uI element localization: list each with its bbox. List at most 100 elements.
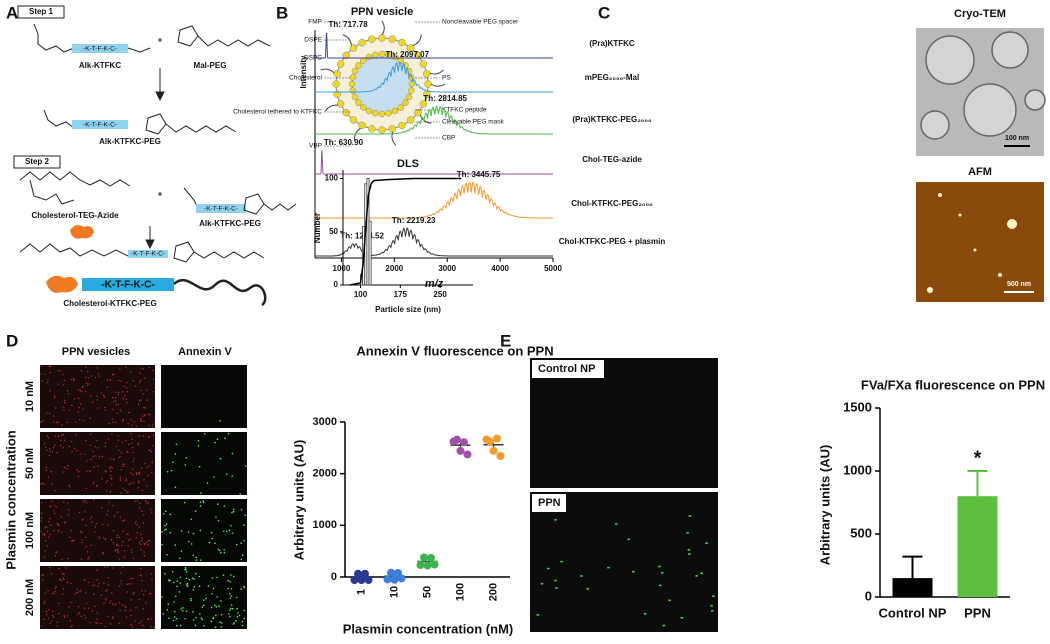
fluor-dot	[132, 460, 134, 463]
fluor-dot	[76, 468, 78, 471]
fluor-dot	[92, 455, 94, 458]
fluor-dot	[44, 600, 46, 603]
diagram-label: Noncleavable PEG spacer	[442, 19, 519, 26]
fluor-dot	[165, 528, 167, 530]
data-point	[427, 553, 435, 562]
fluor-dot	[139, 389, 142, 391]
fluor-dot	[150, 573, 153, 575]
compound-label: Mal-PEG	[194, 61, 227, 70]
fluor-dot	[101, 506, 103, 509]
micrograph	[161, 499, 247, 562]
fluor-dot	[131, 551, 133, 553]
fluor-dot	[111, 374, 114, 376]
data-point	[364, 576, 373, 584]
fluor-dot	[114, 391, 117, 393]
fluor-dot	[115, 403, 117, 406]
fluor-dot	[147, 501, 150, 504]
fluor-dot	[111, 484, 113, 486]
fluor-dot	[183, 501, 186, 504]
fluor-dot	[151, 617, 153, 620]
fluor-dot	[77, 397, 80, 400]
data-point	[423, 561, 432, 570]
fluor-dot	[110, 478, 113, 480]
fluor-dot	[97, 372, 100, 375]
fluor-dot	[190, 597, 192, 600]
fluor-dot	[71, 450, 73, 453]
fluor-dot	[111, 396, 114, 399]
fluor-dot	[87, 370, 89, 373]
fluor-dot	[126, 591, 128, 593]
fluor-dot	[139, 507, 141, 509]
fluor-dot	[136, 532, 138, 534]
fluor-dot	[178, 557, 181, 560]
fluor-dot	[101, 455, 104, 458]
fluor-dot	[109, 474, 112, 476]
fluor-dot	[48, 454, 50, 457]
fluor-dot	[688, 515, 692, 517]
fluor-dot	[55, 421, 58, 423]
fluor-dot	[61, 531, 63, 534]
fluor-dot	[85, 439, 87, 442]
fluor-dot	[227, 587, 229, 590]
fluor-dot	[47, 379, 49, 381]
fluor-dot	[132, 446, 134, 449]
fluor-dot	[53, 509, 55, 512]
lipid-head	[398, 121, 406, 130]
fluor-dot	[62, 577, 65, 579]
series-label: Chol-TEG-azide	[582, 155, 642, 164]
compound-label: Alk-KTFKC-PEG	[199, 219, 261, 228]
fluor-dot	[175, 624, 178, 627]
fluor-dot	[91, 521, 93, 523]
fluor-dot	[143, 514, 145, 516]
fluor-dot	[194, 510, 197, 512]
fluor-dot	[44, 592, 47, 594]
fluor-dot	[195, 616, 197, 619]
fluor-dot	[240, 588, 242, 591]
fluor-dot	[152, 444, 154, 447]
fluor-dot	[235, 543, 238, 546]
fluor-dot	[172, 619, 175, 622]
fluor-dot	[173, 616, 176, 618]
fluor-dot	[79, 419, 81, 421]
fluor-dot	[126, 390, 129, 393]
lipid-head	[402, 99, 409, 106]
fluor-dot	[61, 558, 63, 560]
compound-label: Alk-KTFKC	[79, 61, 121, 70]
fluor-dot	[68, 445, 71, 448]
fluor-dot	[137, 472, 140, 474]
fluor-dot	[150, 451, 153, 453]
x-tick-label: 10	[388, 586, 400, 598]
fluor-dot	[87, 581, 90, 584]
fluor-dot	[225, 473, 228, 476]
fluor-dot	[627, 538, 630, 541]
fluor-dot	[102, 537, 105, 539]
fluor-dot	[132, 481, 135, 484]
fluor-dot	[92, 499, 95, 501]
fluor-dot	[126, 382, 128, 384]
fluor-dot	[143, 594, 145, 596]
fluor-dot	[41, 533, 44, 535]
fluor-dot	[40, 365, 43, 368]
fluor-dot	[59, 445, 62, 447]
fluor-dot	[63, 615, 65, 617]
peg-chain	[429, 69, 444, 75]
fluor-dot	[143, 479, 145, 481]
compound-label: Cholesterol-KTFKC-PEG	[63, 299, 156, 308]
image-label: Control NP	[538, 363, 595, 375]
fluor-dot	[174, 486, 177, 489]
fluor-dot	[137, 404, 140, 406]
fluor-dot	[230, 574, 232, 576]
fluor-dot	[78, 612, 81, 614]
fluor-dot	[194, 624, 197, 627]
fluor-dot	[104, 626, 107, 628]
fluor-dot	[241, 554, 244, 556]
fluor-dot	[96, 612, 99, 614]
fluor-dot	[78, 511, 81, 514]
fluor-dot	[143, 555, 146, 557]
fluor-dot	[164, 572, 166, 575]
lipid-head	[349, 116, 358, 124]
fluor-dot	[132, 380, 134, 382]
fluor-dot	[169, 531, 172, 534]
fluor-dot	[58, 602, 60, 604]
fluor-dot	[170, 469, 173, 472]
